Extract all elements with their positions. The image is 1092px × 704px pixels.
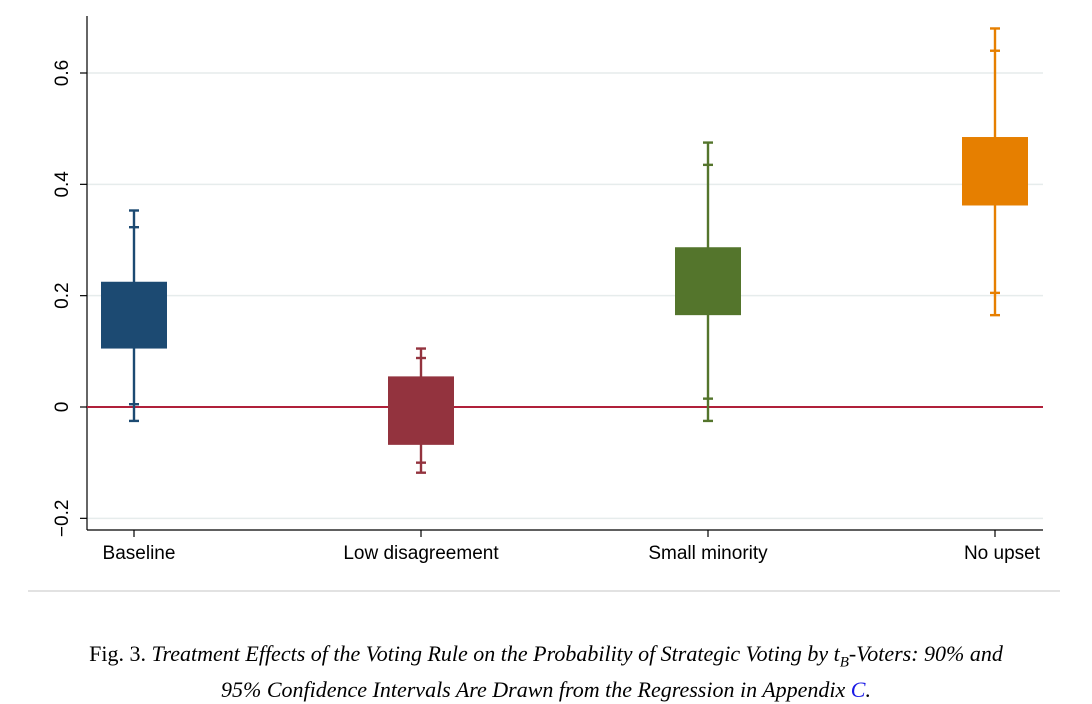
caption-line-2: 95% Confidence Intervals Are Drawn from …: [0, 676, 1092, 704]
y-ticks: −0.2 0 0.2 0.4 0.6: [52, 60, 87, 537]
x-tick-label: No upset: [964, 543, 1041, 564]
y-tick-label: 0.4: [52, 171, 73, 198]
series-small-minority: [675, 141, 741, 423]
interval-box: [388, 376, 454, 445]
appendix-link[interactable]: C: [850, 677, 866, 703]
caption-subscript: B: [839, 654, 849, 671]
interval-box: [962, 137, 1028, 206]
x-tick-label: Baseline: [103, 543, 176, 564]
caption-end: .: [865, 677, 871, 703]
series-marks: [101, 27, 1028, 474]
caption-prefix: Fig. 3.: [89, 641, 152, 666]
x-tick-label: Small minority: [648, 543, 768, 564]
caption-text-1: Treatment Effects of the Voting Rule on …: [151, 641, 840, 666]
y-tick-label: 0: [52, 402, 73, 413]
y-tick-label: 0.2: [52, 282, 73, 308]
series-baseline: [101, 209, 167, 423]
series-low-disagreement: [388, 347, 454, 474]
y-tick-label: −0.2: [52, 500, 73, 538]
caption-text-2: -Voters: 90% and: [848, 641, 1003, 666]
chart: −0.2 0 0.2 0.4 0.6 Baseline Low disagreement S…: [28, 16, 1060, 592]
interval-box: [101, 281, 167, 349]
gridlines: [87, 72, 1043, 520]
x-ticks: Baseline Low disagreement Small minority No…: [103, 530, 1041, 564]
caption-line-1: Fig. 3. Treatment Effects of the Voting …: [0, 640, 1092, 676]
x-tick-label: Low disagreement: [343, 543, 499, 564]
caption-text-3: 95% Confidence Intervals Are Drawn from …: [221, 677, 851, 703]
y-tick-label: 0.6: [52, 60, 73, 86]
interval-box: [675, 247, 741, 316]
figure-caption: Fig. 3. Treatment Effects of the Voting …: [0, 640, 1092, 704]
series-no-upset: [962, 27, 1028, 317]
